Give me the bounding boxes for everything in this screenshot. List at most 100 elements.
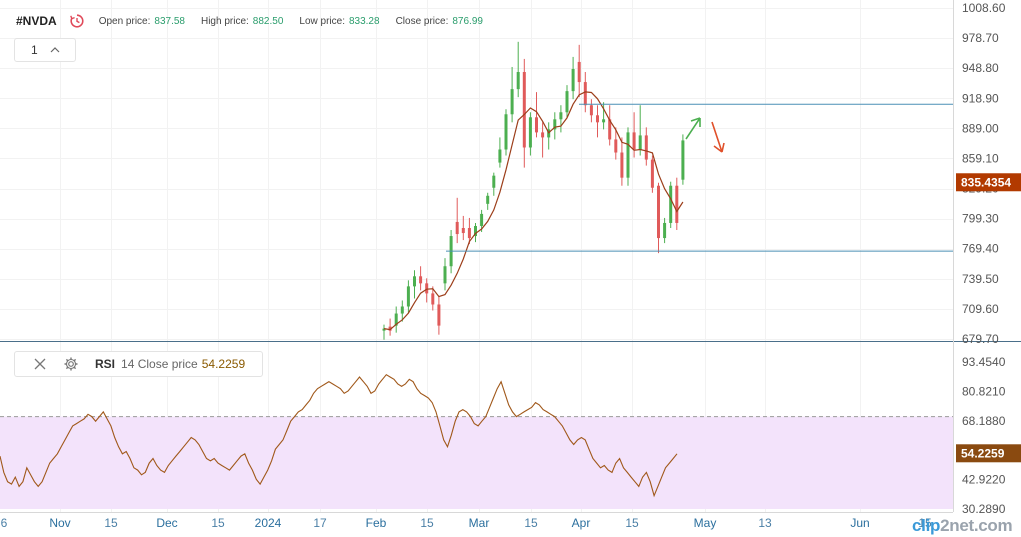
x-tick-label: 15	[625, 516, 639, 530]
x-tick-label: 15	[104, 516, 118, 530]
rsi-tick-label: 42.9220	[962, 473, 1006, 487]
rsi-name: RSI	[95, 357, 116, 371]
candle-body	[559, 112, 563, 120]
candle-body	[589, 105, 593, 116]
price-tick-label: 709.60	[962, 302, 999, 316]
symbol-label: #NVDA	[16, 14, 57, 28]
candle-body	[553, 119, 557, 130]
gear-icon[interactable]	[63, 356, 79, 372]
candle-body	[577, 61, 581, 83]
candle-body	[669, 185, 673, 223]
brand-logo: clip2net.com	[912, 516, 1013, 536]
candle-body	[388, 326, 392, 331]
x-tick-label: 13	[758, 516, 772, 530]
candle-body	[638, 135, 642, 150]
interval-value: 1	[31, 43, 38, 57]
rsi-value-tag	[956, 444, 1021, 463]
candle-body	[425, 283, 429, 294]
rsi-tick-label: 80.8210	[962, 384, 1006, 398]
candle-body	[474, 225, 477, 237]
candle-body	[516, 72, 520, 90]
candle-body	[614, 139, 618, 153]
x-tick-label: 6	[1, 516, 8, 530]
price-tick-label: 978.70	[962, 31, 999, 45]
candle-body	[413, 276, 416, 287]
candle-body	[541, 132, 545, 138]
price-tick-label: 769.40	[962, 242, 999, 256]
rsi-band	[0, 416, 953, 509]
close-label: Close price:	[395, 15, 449, 27]
x-tick-label: 2024	[255, 516, 282, 530]
candle-body	[565, 91, 569, 113]
up-arrow-icon	[685, 117, 701, 140]
moving-average-line	[383, 91, 684, 331]
candle-body	[522, 72, 526, 148]
candle-body	[382, 328, 386, 331]
rsi-value: 54.2259	[201, 357, 246, 371]
candle-body	[394, 313, 398, 326]
candle-body	[480, 213, 484, 226]
x-tick-label: 17	[313, 516, 327, 530]
candle-body	[528, 117, 532, 148]
candle-body	[675, 185, 679, 223]
candle-body	[510, 89, 514, 115]
candle-body	[486, 195, 490, 204]
price-tick-label: 739.50	[962, 272, 999, 286]
candle-body	[602, 119, 606, 123]
high-value: 882.50	[252, 15, 284, 27]
chevron-up-icon	[50, 47, 60, 53]
candle-body	[419, 276, 423, 284]
candle-body	[608, 119, 612, 140]
candle-body	[632, 132, 636, 150]
clock-icon[interactable]	[69, 13, 85, 29]
candle-body	[437, 304, 441, 326]
rsi-params: 14 Close price	[121, 357, 198, 371]
brand-part2: 2net.com	[940, 516, 1013, 535]
price-tick-label: 1008.60	[962, 1, 1006, 15]
candle-body	[406, 286, 410, 307]
high-label: High price:	[200, 15, 249, 27]
down-arrow-icon	[711, 121, 725, 153]
price-tick-label: 859.10	[962, 151, 999, 165]
last-price-label: 835.4354	[961, 175, 1011, 189]
last-price-tag	[956, 173, 1021, 192]
x-tick-label: Jun	[850, 516, 869, 530]
x-tick-label: 15	[918, 516, 932, 530]
open-value: 837.58	[154, 15, 185, 27]
ohlc-header: #NVDA Open price: 837.58 High price: 882…	[16, 10, 499, 32]
brand-part1: clip	[912, 516, 941, 535]
rsi-tick-label: 68.1880	[962, 414, 1006, 428]
candle-body	[461, 227, 465, 234]
candle-body	[663, 222, 667, 239]
candle-body	[455, 221, 459, 235]
close-value: 876.99	[452, 15, 483, 27]
candle-body	[650, 159, 654, 188]
candle-body	[620, 152, 624, 178]
candle-body	[498, 149, 502, 163]
candle-body	[431, 293, 435, 305]
price-tick-label: 918.90	[962, 91, 999, 105]
rsi-tick-label: 93.4540	[962, 355, 1006, 369]
rsi-tick-label: 30.2890	[962, 502, 1006, 516]
low-label: Low price:	[299, 15, 345, 27]
candle-body	[583, 82, 587, 106]
candle-body	[681, 140, 685, 180]
close-icon[interactable]	[33, 357, 47, 371]
candle-body	[492, 175, 496, 188]
candle-body	[657, 185, 660, 239]
x-tick-label: Feb	[366, 516, 387, 530]
rsi-line	[0, 373, 678, 498]
candle-body	[400, 306, 404, 314]
rsi-value-tag-label: 54.2259	[961, 446, 1005, 460]
price-tick-label: 799.30	[962, 212, 999, 226]
candle-body	[467, 227, 471, 239]
price-tick-label: 948.80	[962, 61, 999, 75]
x-tick-label: Mar	[469, 516, 490, 530]
interval-selector[interactable]: 1	[14, 38, 76, 62]
x-tick-label: 15	[524, 516, 538, 530]
x-tick-label: Apr	[572, 516, 591, 530]
x-tick-label: Nov	[49, 516, 70, 530]
candle-body	[644, 135, 648, 160]
candle-body	[535, 117, 538, 133]
